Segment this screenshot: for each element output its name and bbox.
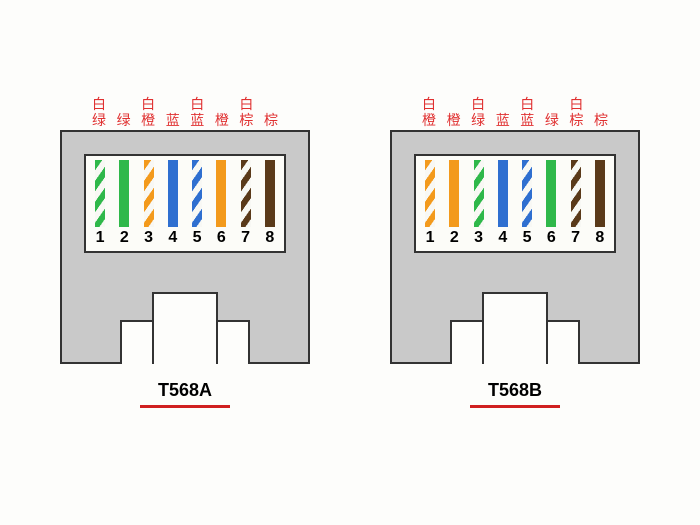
wire-slot-5: 5 [516,156,538,251]
wire-4 [498,160,508,227]
wire-slot-3: 3 [468,156,490,251]
pin-number-4: 4 [168,229,177,247]
wire-label-4: 蓝 [492,96,514,128]
wire-slot-2: 2 [113,156,135,251]
wire-label-1: 白橙 [418,96,440,128]
wire-8 [595,160,605,227]
pin-number-8: 8 [265,229,274,247]
wire-6 [546,160,556,227]
pin-number-1: 1 [96,229,105,247]
caption-underline [470,405,560,408]
wire-3 [144,160,154,227]
wire-label-8: 棕 [260,96,282,128]
wire-slot-3: 3 [138,156,160,251]
wire-2 [119,160,129,227]
wire-5 [522,160,532,227]
rj45-jack: 12345678 [390,130,640,364]
wire-7 [571,160,581,227]
wire-label-3: 白绿 [467,96,489,128]
wire-color-labels: 白橙橙白绿蓝白蓝绿白棕棕 [390,96,640,128]
pin-number-3: 3 [144,229,153,247]
wire-slot-4: 4 [492,156,514,251]
wire-slot-1: 1 [419,156,441,251]
wire-1 [95,160,105,227]
wire-label-7: 白棕 [235,96,257,128]
wire-slot-6: 6 [540,156,562,251]
wire-label-7: 白棕 [565,96,587,128]
pin-number-1: 1 [426,229,435,247]
caption-underline [140,405,230,408]
wire-color-labels: 白绿绿白橙蓝白蓝橙白棕棕 [60,96,310,128]
pin-number-2: 2 [120,229,129,247]
wire-label-5: 白蓝 [186,96,208,128]
wire-label-2: 橙 [443,96,465,128]
wire-7 [241,160,251,227]
wire-slot-8: 8 [589,156,611,251]
wire-label-6: 绿 [541,96,563,128]
wire-label-2: 绿 [113,96,135,128]
wire-slot-2: 2 [443,156,465,251]
wire-slot-1: 1 [89,156,111,251]
pin-number-3: 3 [474,229,483,247]
wire-label-1: 白绿 [88,96,110,128]
connector-t568b: 白橙橙白绿蓝白蓝绿白棕棕 12345678 T568B [390,96,640,408]
wire-slot-7: 7 [235,156,257,251]
wire-label-8: 棕 [590,96,612,128]
pin-number-8: 8 [595,229,604,247]
pin-number-5: 5 [193,229,202,247]
wire-label-6: 橙 [211,96,233,128]
wire-slot-7: 7 [565,156,587,251]
pin-number-4: 4 [498,229,507,247]
wire-slot-5: 5 [186,156,208,251]
pin-number-7: 7 [571,229,580,247]
wire-label-4: 蓝 [162,96,184,128]
wire-window: 12345678 [84,154,286,253]
pin-number-2: 2 [450,229,459,247]
wire-6 [216,160,226,227]
wire-5 [192,160,202,227]
wire-slot-8: 8 [259,156,281,251]
wire-2 [449,160,459,227]
jack-notch-narrow [152,292,218,364]
wire-4 [168,160,178,227]
wire-3 [474,160,484,227]
wire-label-3: 白橙 [137,96,159,128]
rj45-jack: 12345678 [60,130,310,364]
wire-window: 12345678 [414,154,616,253]
pin-number-7: 7 [241,229,250,247]
wire-1 [425,160,435,227]
pin-number-6: 6 [547,229,556,247]
wire-8 [265,160,275,227]
wire-slot-6: 6 [210,156,232,251]
pin-number-5: 5 [523,229,532,247]
caption-t568a: T568A [60,380,310,401]
caption-t568b: T568B [390,380,640,401]
pin-number-6: 6 [217,229,226,247]
wire-label-5: 白蓝 [516,96,538,128]
wire-slot-4: 4 [162,156,184,251]
connector-t568a: 白绿绿白橙蓝白蓝橙白棕棕 12345678 T568A [60,96,310,408]
jack-notch-narrow [482,292,548,364]
